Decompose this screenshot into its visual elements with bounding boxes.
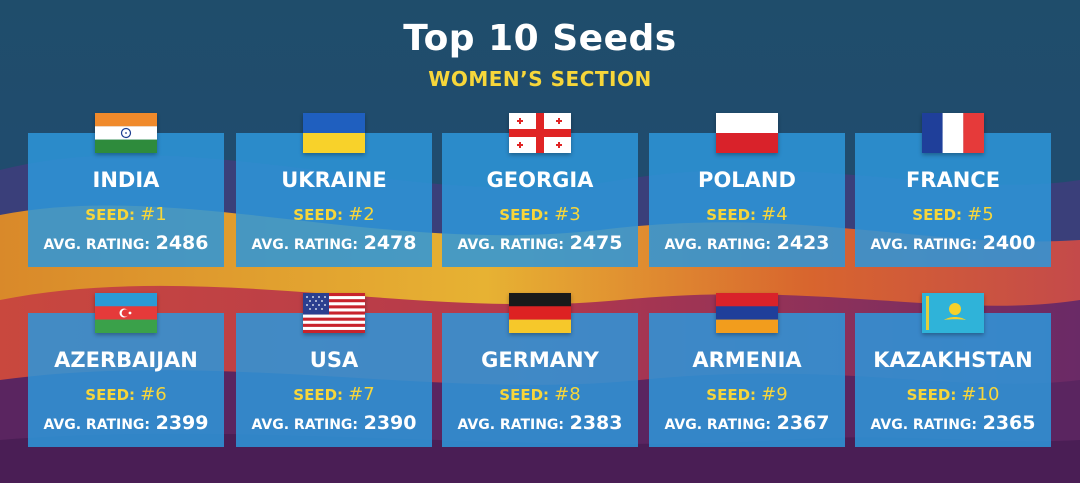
rating-label: AVG. RATING: [664,237,772,253]
country-name: FRANCE [905,168,1001,192]
rating-line: AVG. RATING: 2423 [649,232,845,254]
azerbaijan-flag-icon [95,293,157,333]
rating-value: 2383 [569,412,623,434]
rating-line: AVG. RATING: 2365 [855,412,1051,434]
country-name: POLAND [698,168,796,192]
seed-label: SEED: [499,386,550,404]
rating-value: 2486 [155,232,209,254]
rating-value: 2390 [363,412,417,434]
page-subtitle: WOMEN’S SECTION [428,67,652,91]
seed-line: SEED: #2 [236,204,432,225]
rating-line: AVG. RATING: 2390 [236,412,432,434]
country-name: UKRAINE [281,168,387,192]
rating-value: 2400 [982,232,1036,254]
seed-label: SEED: [293,206,344,224]
rating-line: AVG. RATING: 2383 [442,412,638,434]
team-card-georgia: GEORGIA SEED: #3 AVG. RATING: 2475 [442,113,638,267]
team-card-azerbaijan: AZERBAIJAN SEED: #6 AVG. RATING: 2399 [28,293,224,447]
rating-value: 2367 [776,412,830,434]
rating-line: AVG. RATING: 2399 [28,412,224,434]
seed-value: #8 [554,384,581,405]
rating-label: AVG. RATING: [251,237,359,253]
rating-label: AVG. RATING: [43,237,151,253]
rating-line: AVG. RATING: 2367 [649,412,845,434]
seed-label: SEED: [85,206,136,224]
country-name: GEORGIA [486,168,594,192]
team-card-ukraine: UKRAINE SEED: #2 AVG. RATING: 2478 [236,113,432,267]
seed-line: SEED: #9 [649,384,845,405]
country-name: INDIA [92,168,160,192]
rating-line: AVG. RATING: 2475 [442,232,638,254]
france-flag-icon [922,113,984,153]
rating-label: AVG. RATING: [870,237,978,253]
rating-value: 2478 [363,232,417,254]
page-title: Top 10 Seeds [403,18,677,59]
team-card-poland: POLAND SEED: #4 AVG. RATING: 2423 [649,113,845,267]
usa-flag-icon [303,293,365,333]
seed-line: SEED: #10 [855,384,1051,405]
seed-value: #6 [140,384,167,405]
country-name: ARMENIA [692,348,802,372]
rating-label: AVG. RATING: [457,237,565,253]
seed-line: SEED: #4 [649,204,845,225]
seed-line: SEED: #8 [442,384,638,405]
seed-label: SEED: [706,386,757,404]
seed-line: SEED: #1 [28,204,224,225]
team-card-armenia: ARMENIA SEED: #9 AVG. RATING: 2367 [649,293,845,447]
seed-value: #3 [554,204,581,225]
seed-value: #2 [348,204,375,225]
armenia-flag-icon [716,293,778,333]
seed-line: SEED: #3 [442,204,638,225]
country-name: AZERBAIJAN [54,348,198,372]
rating-label: AVG. RATING: [43,417,151,433]
kazakhstan-flag-icon [922,293,984,333]
team-card-india: INDIA SEED: #1 AVG. RATING: 2486 [28,113,224,267]
seed-label: SEED: [706,206,757,224]
seed-value: #10 [961,384,1000,405]
seed-value: #1 [140,204,167,225]
ukraine-flag-icon [303,113,365,153]
rating-line: AVG. RATING: 2478 [236,232,432,254]
country-name: KAZAKHSTAN [873,348,1033,372]
seed-label: SEED: [293,386,344,404]
seed-line: SEED: #6 [28,384,224,405]
seed-value: #7 [348,384,375,405]
country-name: USA [309,348,359,372]
team-card-kazakhstan: KAZAKHSTAN SEED: #10 AVG. RATING: 2365 [855,293,1051,447]
seed-label: SEED: [85,386,136,404]
rating-label: AVG. RATING: [251,417,359,433]
team-card-germany: GERMANY SEED: #8 AVG. RATING: 2383 [442,293,638,447]
seed-label: SEED: [906,386,957,404]
rating-label: AVG. RATING: [457,417,565,433]
rating-value: 2475 [569,232,623,254]
rating-line: AVG. RATING: 2486 [28,232,224,254]
seed-label: SEED: [912,206,963,224]
seed-line: SEED: #5 [855,204,1051,225]
poland-flag-icon [716,113,778,153]
country-name: GERMANY [481,348,599,372]
rating-line: AVG. RATING: 2400 [855,232,1051,254]
rating-value: 2365 [982,412,1036,434]
georgia-flag-icon [509,113,571,153]
rating-label: AVG. RATING: [664,417,772,433]
rating-label: AVG. RATING: [870,417,978,433]
seed-label: SEED: [499,206,550,224]
india-flag-icon [95,113,157,153]
seed-line: SEED: #7 [236,384,432,405]
team-card-france: FRANCE SEED: #5 AVG. RATING: 2400 [855,113,1051,267]
seed-value: #5 [967,204,994,225]
germany-flag-icon [509,293,571,333]
seed-value: #4 [761,204,788,225]
seed-value: #9 [761,384,788,405]
team-card-usa: USA SEED: #7 AVG. RATING: 2390 [236,293,432,447]
rating-value: 2423 [776,232,830,254]
rating-value: 2399 [155,412,209,434]
